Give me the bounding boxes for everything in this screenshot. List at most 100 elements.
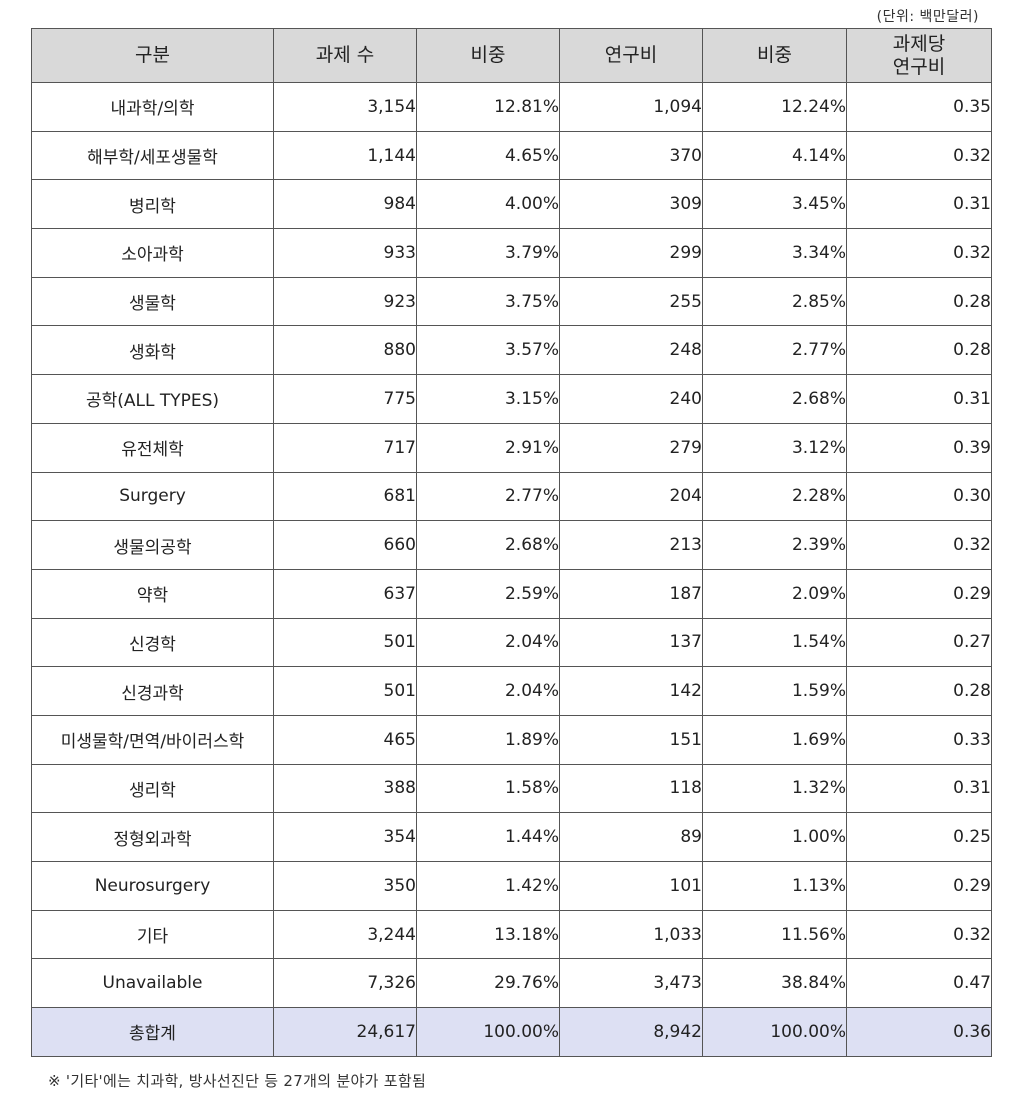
total-funding-per-project-cell: 0.36 — [846, 1007, 992, 1057]
table-row: 생물의공학 660 2.68% 213 2.39% 0.32 — [31, 520, 992, 570]
funding-share-cell: 2.28% — [702, 471, 847, 522]
funding-per-project-cell: 0.33 — [846, 714, 992, 765]
category-cell: Neurosurgery — [31, 861, 274, 911]
funding-share-cell: 38.84% — [702, 958, 847, 1009]
funding-share-cell: 3.12% — [702, 422, 847, 473]
table-row: 해부학/세포생물학 1,144 4.65% 370 4.14% 0.32 — [31, 130, 992, 181]
table-row: 신경과학 501 2.04% 142 1.59% 0.28 — [31, 666, 992, 716]
count-share-cell: 3.75% — [416, 276, 560, 327]
table-row: 병리학 984 4.00% 309 3.45% 0.31 — [31, 179, 992, 230]
funding-per-project-cell: 0.32 — [846, 909, 992, 960]
funding-cell: 255 — [559, 276, 703, 327]
funding-cell: 187 — [559, 568, 703, 619]
header-row: 구분 과제 수 비중 연구비 비중 과제당 연구비 — [31, 28, 992, 83]
funding-cell: 142 — [559, 666, 703, 716]
funding-per-project-cell: 0.47 — [846, 958, 992, 1009]
count-share-cell: 1.42% — [416, 861, 560, 911]
funding-share-cell: 1.59% — [702, 666, 847, 716]
project-count-cell: 637 — [273, 568, 417, 619]
funding-cell: 248 — [559, 325, 703, 376]
total-category-cell: 총합계 — [31, 1007, 274, 1057]
funding-share-cell: 1.54% — [702, 617, 847, 668]
funding-share-cell: 2.85% — [702, 276, 847, 327]
header-funding-share: 비중 — [702, 28, 847, 83]
header-funding-per-project: 과제당 연구비 — [846, 28, 992, 83]
funding-cell: 151 — [559, 714, 703, 765]
funding-per-project-cell: 0.30 — [846, 471, 992, 522]
project-count-cell: 1,144 — [273, 130, 417, 181]
funding-cell: 89 — [559, 812, 703, 862]
count-share-cell: 2.91% — [416, 422, 560, 473]
category-cell: 내과학/의학 — [31, 82, 274, 132]
category-cell: 신경과학 — [31, 666, 274, 716]
table-row: Surgery 681 2.77% 204 2.28% 0.30 — [31, 471, 992, 522]
funding-per-project-cell: 0.28 — [846, 325, 992, 376]
category-cell: 생리학 — [31, 763, 274, 814]
funding-cell: 1,033 — [559, 909, 703, 960]
funding-cell: 118 — [559, 763, 703, 814]
project-count-cell: 880 — [273, 325, 417, 376]
funding-per-project-cell: 0.35 — [846, 82, 992, 132]
funding-per-project-cell: 0.28 — [846, 666, 992, 716]
project-count-cell: 7,326 — [273, 958, 417, 1009]
total-funding-cell: 8,942 — [559, 1007, 703, 1057]
funding-cell: 309 — [559, 179, 703, 230]
funding-per-project-cell: 0.39 — [846, 422, 992, 473]
category-cell: 생물의공학 — [31, 520, 274, 570]
category-cell: 기타 — [31, 909, 274, 960]
funding-share-cell: 1.13% — [702, 861, 847, 911]
funding-share-cell: 2.68% — [702, 374, 847, 424]
funding-per-project-cell: 0.29 — [846, 861, 992, 911]
project-count-cell: 388 — [273, 763, 417, 814]
table-row: 생물학 923 3.75% 255 2.85% 0.28 — [31, 276, 992, 327]
table-row: 생화학 880 3.57% 248 2.77% 0.28 — [31, 325, 992, 376]
project-count-cell: 933 — [273, 228, 417, 278]
table-row: 약학 637 2.59% 187 2.09% 0.29 — [31, 568, 992, 619]
project-count-cell: 984 — [273, 179, 417, 230]
table-row: 내과학/의학 3,154 12.81% 1,094 12.24% 0.35 — [31, 82, 992, 132]
funding-share-cell: 2.09% — [702, 568, 847, 619]
category-cell: 신경학 — [31, 617, 274, 668]
funding-share-cell: 2.77% — [702, 325, 847, 376]
funding-share-cell: 12.24% — [702, 82, 847, 132]
header-funding: 연구비 — [559, 28, 703, 83]
header-category: 구분 — [31, 28, 274, 83]
funding-cell: 204 — [559, 471, 703, 522]
project-count-cell: 465 — [273, 714, 417, 765]
funding-share-cell: 3.45% — [702, 179, 847, 230]
funding-cell: 299 — [559, 228, 703, 278]
category-cell: 공학(ALL TYPES) — [31, 374, 274, 424]
category-cell: 병리학 — [31, 179, 274, 230]
count-share-cell: 12.81% — [416, 82, 560, 132]
funding-cell: 370 — [559, 130, 703, 181]
funding-per-project-cell: 0.29 — [846, 568, 992, 619]
table-row: 기타 3,244 13.18% 1,033 11.56% 0.32 — [31, 909, 992, 960]
funding-per-project-cell: 0.32 — [846, 130, 992, 181]
funding-per-project-cell: 0.25 — [846, 812, 992, 862]
count-share-cell: 1.58% — [416, 763, 560, 814]
funding-share-cell: 3.34% — [702, 228, 847, 278]
total-project-count-cell: 24,617 — [273, 1007, 417, 1057]
project-count-cell: 923 — [273, 276, 417, 327]
category-cell: 유전체학 — [31, 422, 274, 473]
funding-share-cell: 1.00% — [702, 812, 847, 862]
category-cell: 생물학 — [31, 276, 274, 327]
project-count-cell: 681 — [273, 471, 417, 522]
count-share-cell: 2.59% — [416, 568, 560, 619]
count-share-cell: 29.76% — [416, 958, 560, 1009]
research-funding-table: 구분 과제 수 비중 연구비 비중 과제당 연구비 내과학/의학 3,154 12.… — [31, 28, 992, 1057]
project-count-cell: 501 — [273, 617, 417, 668]
table-row: 미생물학/면역/바이러스학 465 1.89% 151 1.69% 0.33 — [31, 714, 992, 765]
total-row: 총합계 24,617 100.00% 8,942 100.00% 0.36 — [31, 1007, 992, 1057]
project-count-cell: 717 — [273, 422, 417, 473]
funding-per-project-cell: 0.31 — [846, 374, 992, 424]
project-count-cell: 501 — [273, 666, 417, 716]
count-share-cell: 3.15% — [416, 374, 560, 424]
category-cell: 생화학 — [31, 325, 274, 376]
table-row: 생리학 388 1.58% 118 1.32% 0.31 — [31, 763, 992, 814]
header-project-count: 과제 수 — [273, 28, 417, 83]
category-cell: 약학 — [31, 568, 274, 619]
funding-per-project-cell: 0.28 — [846, 276, 992, 327]
category-cell: 해부학/세포생물학 — [31, 130, 274, 181]
funding-share-cell: 11.56% — [702, 909, 847, 960]
